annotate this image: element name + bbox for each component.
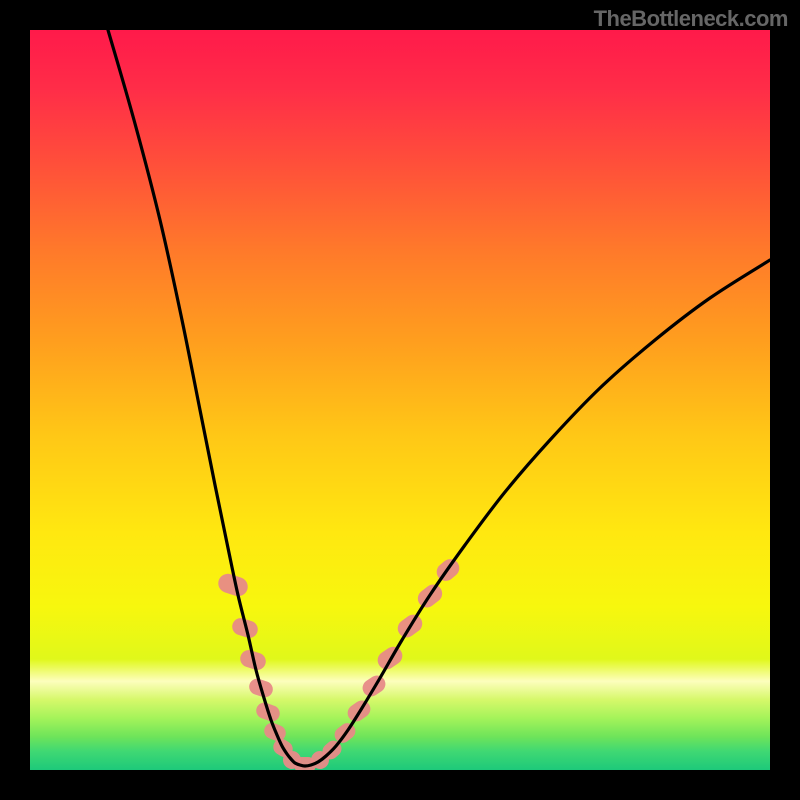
chart-container: TheBottleneck.com — [0, 0, 800, 800]
watermark-text: TheBottleneck.com — [594, 6, 788, 32]
gradient-background — [30, 30, 770, 770]
plot-area — [30, 30, 770, 770]
